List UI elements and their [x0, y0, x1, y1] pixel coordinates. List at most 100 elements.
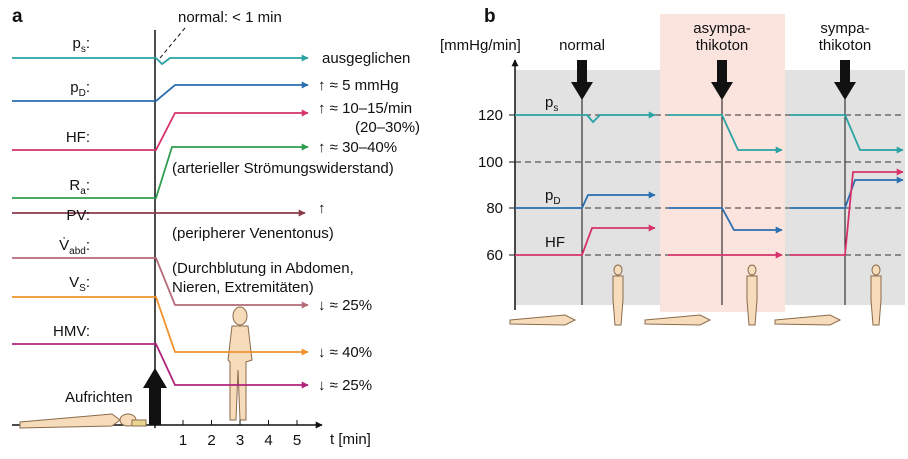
curve	[515, 191, 656, 209]
person-head	[747, 264, 757, 276]
subscript: a	[80, 186, 86, 197]
symbol: V	[69, 274, 79, 291]
annotation: normal: < 1 min	[178, 9, 282, 26]
axis-label: t [min]	[330, 431, 371, 448]
row-text: ↓ ≈ 25%	[318, 377, 372, 394]
x-tick-label: 2	[207, 432, 215, 449]
colon: :	[86, 237, 90, 254]
down-arrow	[711, 60, 733, 100]
row-label: PV:	[66, 207, 90, 224]
row-text: ↑	[318, 200, 326, 217]
y-tick-label: 80	[486, 200, 503, 217]
person-standing	[227, 306, 253, 421]
y-tick-label: 60	[486, 247, 503, 264]
person-head	[613, 264, 623, 276]
column-title: normal	[559, 37, 605, 54]
person-standing	[746, 275, 758, 326]
row-label: HMV:	[53, 323, 90, 340]
person-lying	[19, 413, 147, 429]
axis-label: [mmHg/min]	[440, 37, 521, 54]
colon: :	[86, 35, 90, 52]
x-tick-label: 5	[293, 432, 301, 449]
curve	[12, 257, 309, 309]
row-label: Ra:	[69, 177, 90, 197]
subscript: s	[553, 103, 558, 114]
curve	[668, 114, 783, 154]
row-label: pD	[545, 187, 561, 207]
row-text: (arterieller Strömungswiderstand)	[172, 160, 394, 177]
row-text: ↓ ≈ 40%	[318, 344, 372, 361]
curve	[790, 168, 904, 256]
row-text: ausgeglichen	[322, 50, 410, 67]
x-tick-label: 3	[236, 432, 244, 449]
row-label: VS:	[69, 274, 90, 294]
colon: :	[86, 79, 90, 96]
person-standing	[612, 275, 624, 326]
row-text: ↑ ≈ 30–40%	[318, 139, 397, 156]
curve	[12, 54, 309, 66]
curve	[668, 207, 783, 234]
x-tick-label: 4	[264, 432, 272, 449]
symbol: HF:	[66, 129, 90, 146]
row-label: ps	[545, 94, 558, 114]
row-text: (peripherer Venentonus)	[172, 225, 334, 242]
symbol: p	[545, 187, 553, 204]
subscript: s	[81, 44, 86, 55]
row-text: (20–30%)	[355, 119, 420, 136]
person-standing	[870, 275, 882, 326]
row-text: ↑ ≈ 10–15/min	[318, 100, 412, 117]
row-text: Nieren, Extremitäten)	[172, 279, 314, 296]
row-label: V̇abd:	[59, 237, 90, 257]
curve	[12, 81, 309, 102]
person-lying	[644, 314, 712, 326]
column-title: thikoton	[819, 37, 872, 54]
symbol: V̇	[59, 237, 69, 254]
curve	[515, 111, 656, 124]
symbol: p	[70, 79, 78, 96]
column-title: sympa-	[820, 20, 869, 37]
up-arrow	[143, 368, 167, 425]
row-label: HF	[545, 234, 565, 251]
person-lying	[774, 314, 842, 326]
subscript: abd	[69, 246, 86, 257]
person-lying	[509, 314, 577, 326]
curve	[12, 296, 309, 356]
symbol: HF	[545, 234, 565, 251]
column-title: asympa-	[693, 20, 751, 37]
panel-label: b	[484, 6, 496, 27]
row-text: ↓ ≈ 25%	[318, 297, 372, 314]
row-label: ps:	[72, 35, 90, 55]
panel-label: a	[12, 6, 23, 27]
bg-normal	[515, 70, 660, 305]
annotation-line	[159, 27, 186, 59]
row-text: ↑ ≈ 5 mmHg	[318, 77, 399, 94]
row-text: (Durchblutung in Abdomen,	[172, 260, 354, 277]
person-head	[871, 264, 881, 276]
curve	[515, 224, 656, 256]
curve	[12, 109, 309, 151]
colon: :	[86, 274, 90, 291]
symbol: p	[72, 35, 80, 52]
symbol: HMV:	[53, 323, 90, 340]
y-tick-label: 100	[478, 154, 503, 171]
small-figures	[509, 264, 882, 326]
symbol: p	[545, 94, 553, 111]
down-arrow	[571, 60, 593, 100]
subscript: S	[79, 283, 86, 294]
row-label: pD:	[70, 79, 90, 99]
row-label: HF:	[66, 129, 90, 146]
curve	[12, 343, 309, 389]
symbol: R	[69, 177, 80, 194]
x-tick-label: 1	[179, 432, 187, 449]
colon: :	[86, 177, 90, 194]
subscript: D	[553, 196, 560, 207]
column-title: thikoton	[696, 37, 749, 54]
y-tick-label: 120	[478, 107, 503, 124]
down-arrow	[834, 60, 856, 100]
curve	[12, 143, 309, 199]
action-label: Aufrichten	[65, 389, 133, 406]
subscript: D	[79, 88, 86, 99]
symbol: PV:	[66, 207, 90, 224]
curve	[790, 114, 904, 154]
